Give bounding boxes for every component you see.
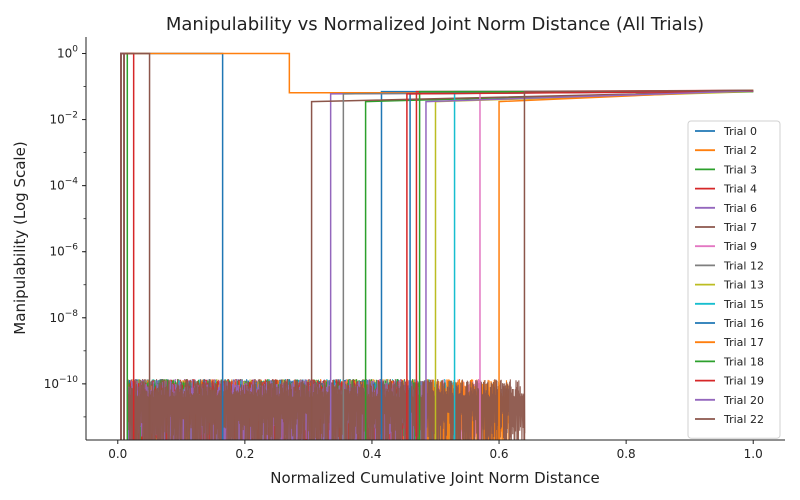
axes: 0.0 0.2 0.4 0.6 0.8 1.0 100 10−2 10−4 10−6 10−8 10−… <box>44 37 785 461</box>
legend-label-0: Trial 0 <box>723 125 757 138</box>
legend-label-8: Trial 13 <box>723 279 764 292</box>
legend-label-10: Trial 16 <box>723 317 764 330</box>
legend-label-12: Trial 18 <box>723 355 764 368</box>
legend-label-5: Trial 7 <box>723 221 757 234</box>
x-axis-label: Normalized Cumulative Joint Norm Distanc… <box>270 469 599 487</box>
y-tick-label-3: 10−6 <box>49 243 78 259</box>
legend-label-13: Trial 19 <box>723 375 764 388</box>
x-tick-label-4: 0.8 <box>617 447 636 461</box>
series-line-15 <box>120 52 754 440</box>
plot-area <box>120 52 754 440</box>
x-tick-label-0: 0.0 <box>108 447 127 461</box>
y-axis-label: Manipulability (Log Scale) <box>11 141 29 334</box>
legend: Trial 0 Trial 2 Trial 3 Trial 4 Trial 6 Trial… <box>687 120 781 439</box>
legend-label-15: Trial 22 <box>723 413 764 426</box>
legend-box <box>687 120 781 439</box>
legend-label-7: Trial 12 <box>723 259 764 272</box>
y-tick-label-5: 10−10 <box>44 375 79 391</box>
x-tick-label-1: 0.2 <box>235 447 254 461</box>
legend-label-4: Trial 6 <box>723 202 757 215</box>
legend-label-11: Trial 17 <box>723 336 764 349</box>
legend-label-6: Trial 9 <box>723 240 757 253</box>
legend-label-14: Trial 20 <box>723 394 764 407</box>
x-tick-label-5: 1.0 <box>744 447 763 461</box>
legend-label-2: Trial 3 <box>723 163 757 176</box>
y-tick-label-0: 100 <box>57 45 78 61</box>
series-noise-15 <box>126 379 526 440</box>
chart-title: Manipulability vs Normalized Joint Norm … <box>166 14 704 35</box>
legend-label-1: Trial 2 <box>723 144 757 157</box>
legend-label-9: Trial 15 <box>723 298 764 311</box>
y-tick-label-4: 10−8 <box>49 309 78 325</box>
x-tick-label-2: 0.4 <box>362 447 381 461</box>
x-tick-label-3: 0.6 <box>489 447 508 461</box>
y-tick-label-1: 10−2 <box>49 111 78 127</box>
legend-label-3: Trial 4 <box>723 183 757 196</box>
y-tick-label-2: 10−4 <box>49 177 78 193</box>
